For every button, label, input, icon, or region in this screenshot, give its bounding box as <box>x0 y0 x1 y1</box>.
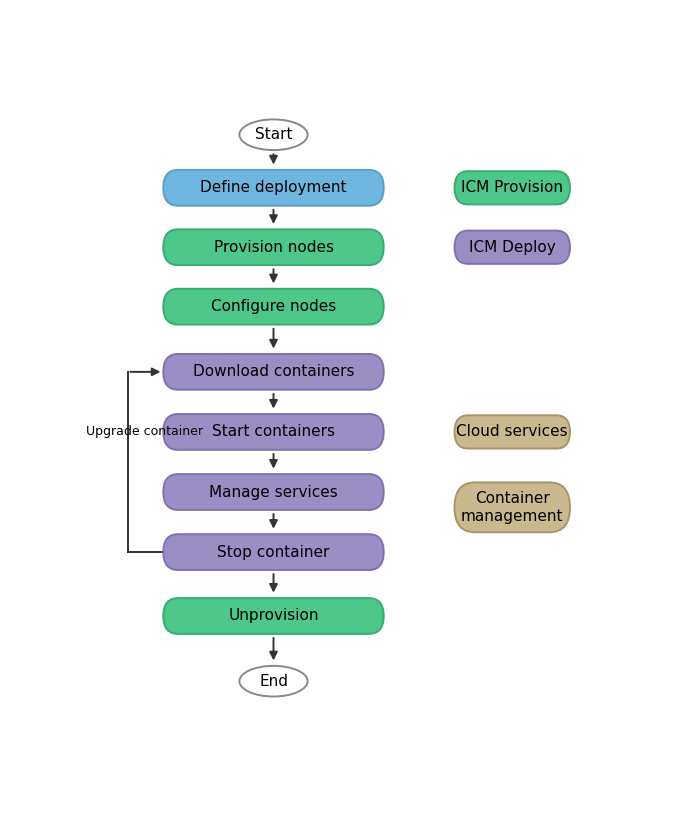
Text: Start containers: Start containers <box>212 424 335 439</box>
Text: Configure nodes: Configure nodes <box>211 299 336 315</box>
Text: Start: Start <box>255 127 292 142</box>
Text: Upgrade container: Upgrade container <box>86 426 202 438</box>
Text: ICM Deploy: ICM Deploy <box>469 240 556 255</box>
FancyBboxPatch shape <box>163 289 384 325</box>
Ellipse shape <box>240 120 307 150</box>
Text: Define deployment: Define deployment <box>200 180 347 195</box>
Text: Stop container: Stop container <box>217 544 330 559</box>
FancyBboxPatch shape <box>454 231 570 264</box>
Text: Download containers: Download containers <box>193 364 354 379</box>
FancyBboxPatch shape <box>163 414 384 450</box>
Text: Container
management: Container management <box>461 491 563 524</box>
Text: ICM Provision: ICM Provision <box>461 180 563 195</box>
FancyBboxPatch shape <box>163 170 384 206</box>
FancyBboxPatch shape <box>454 171 570 204</box>
FancyBboxPatch shape <box>163 598 384 634</box>
Ellipse shape <box>240 666 307 696</box>
FancyBboxPatch shape <box>163 229 384 265</box>
Text: Provision nodes: Provision nodes <box>213 240 334 255</box>
FancyBboxPatch shape <box>163 354 384 390</box>
Text: End: End <box>259 674 288 689</box>
FancyBboxPatch shape <box>163 535 384 570</box>
FancyBboxPatch shape <box>163 474 384 510</box>
FancyBboxPatch shape <box>454 482 570 532</box>
Text: Manage services: Manage services <box>209 485 338 500</box>
Text: Cloud services: Cloud services <box>456 424 568 439</box>
FancyBboxPatch shape <box>454 415 570 448</box>
Text: Unprovision: Unprovision <box>228 608 319 623</box>
